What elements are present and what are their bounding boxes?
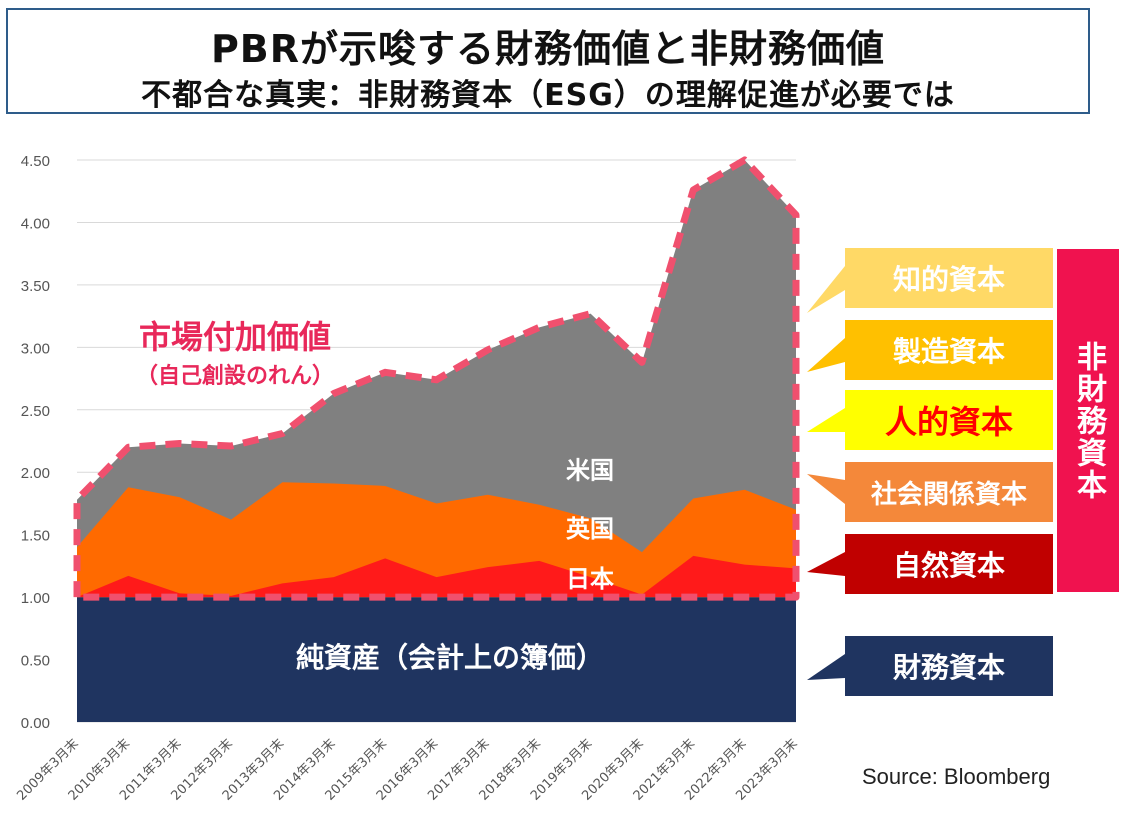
- legend-pointer: [807, 338, 845, 372]
- series-area-uk: [77, 482, 796, 598]
- series-label: 米国: [566, 456, 614, 484]
- legend-box-4: 自然資本: [845, 534, 1053, 594]
- title-box: PBRが示唆する財務価値と非財務価値 不都合な真実：非財務資本（ESG）の理解促…: [6, 8, 1090, 114]
- market-value-dashed-outline: [73, 156, 800, 601]
- legend-box-2: 人的資本: [845, 390, 1053, 450]
- series-area-japan: [77, 555, 796, 598]
- legend-pointer: [807, 552, 845, 576]
- y-tick-label: 4.50: [21, 153, 50, 170]
- series-label: 日本: [566, 565, 614, 593]
- market-value-sublabel: （自己創設のれん）: [136, 363, 334, 389]
- legend-box-1: 製造資本: [845, 320, 1053, 380]
- y-tick-label: 0.00: [21, 715, 50, 732]
- series-area-us: [77, 160, 796, 598]
- y-tick-label: 4.00: [21, 215, 50, 232]
- x-axis-ticks: 2009年3月末2010年3月末2011年3月末2012年3月末2013年3月末…: [14, 736, 800, 803]
- page-title: PBRが示唆する財務価値と非財務価値: [210, 27, 886, 71]
- market-value-label: 市場付加価値: [139, 318, 331, 356]
- page-subtitle: 不都合な真実：非財務資本（ESG）の理解促進が必要では: [141, 78, 955, 113]
- y-tick-label: 2.00: [21, 465, 50, 482]
- legend-pointer: [807, 474, 845, 504]
- legend-pointer: [807, 408, 845, 432]
- y-axis-ticks: 0.00 0.50 1.00 1.50 2.00 2.50 3.00 3.50 4.00 4.50: [21, 153, 50, 732]
- chart-areas: [77, 160, 796, 722]
- legend-box-5: 財務資本: [845, 636, 1053, 696]
- legend-pointers: [807, 266, 845, 680]
- y-tick-label: 1.00: [21, 590, 50, 607]
- y-tick-label: 3.50: [21, 278, 50, 295]
- legend-box-0: 知的資本: [845, 248, 1053, 308]
- legend-pointer: [807, 654, 845, 680]
- market-value-outline: [73, 156, 800, 601]
- y-tick-label: 3.00: [21, 340, 50, 357]
- legend-pointer: [807, 266, 845, 313]
- net-assets-area: [77, 597, 796, 722]
- legend-box-3: 社会関係資本: [845, 462, 1053, 522]
- series-label: 英国: [566, 515, 614, 543]
- y-tick-label: 2.50: [21, 403, 50, 420]
- y-tick-label: 0.50: [21, 653, 50, 670]
- nonfinancial-capital-box: 非財務資本: [1057, 249, 1119, 592]
- y-tick-label: 1.50: [21, 528, 50, 545]
- source-note: Source: Bloomberg: [862, 764, 1051, 789]
- net-assets-label: 純資産（会計上の簿価）: [296, 641, 604, 674]
